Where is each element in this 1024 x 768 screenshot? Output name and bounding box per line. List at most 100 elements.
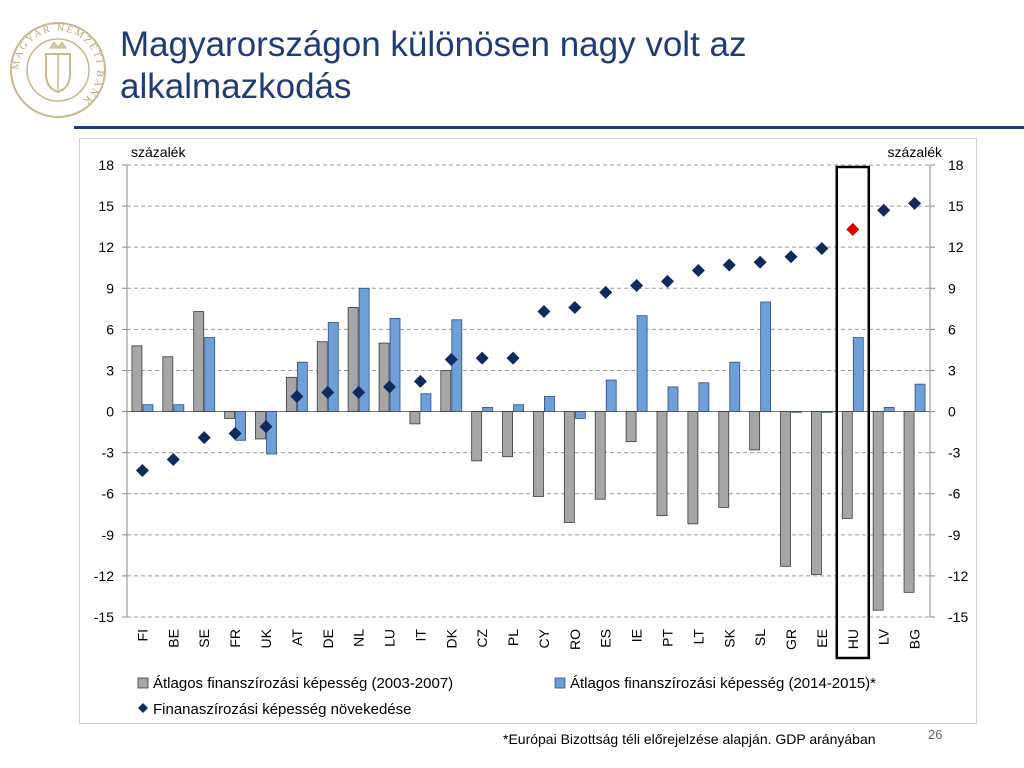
bar-2014-2015: [235, 411, 246, 441]
y-tick-label-right: 6: [948, 321, 956, 337]
growth-marker: [383, 380, 397, 394]
y-axis-left: -15 -12 -9 -6 -3 0 3 6 9 12 15 18: [94, 157, 127, 625]
bar-2014-2015: [791, 411, 802, 413]
y-tick-label-left: -3: [102, 445, 115, 461]
legend-swatch-2014-2015: [554, 677, 566, 689]
bar-2003-2007: [131, 345, 143, 412]
bar-2003-2007: [903, 411, 915, 593]
x-tick-label: LU: [382, 629, 398, 647]
growth-marker: [691, 263, 705, 277]
growth-marker: [568, 300, 582, 314]
growth-marker: [537, 305, 551, 319]
growth-marker: [475, 351, 489, 365]
bar-2003-2007: [440, 370, 452, 412]
x-tick-label: LT: [690, 629, 706, 645]
legend-swatch-growth: [138, 703, 148, 713]
x-tick-label: SL: [752, 629, 768, 646]
bar-2014-2015: [327, 322, 339, 412]
x-axis-labels: FI BE SE FR UK AT DE NL LU IT DK CZ PL CY RO ES IE PT LT SK…: [134, 628, 922, 650]
x-tick-label: IE: [629, 629, 645, 642]
bar-series: [131, 287, 926, 611]
legend-label-2003-2007: Átlagos finanszírozási képesség (2003-20…: [153, 675, 453, 692]
x-tick-label: DK: [443, 628, 459, 648]
x-tick-label: BE: [165, 629, 181, 648]
y-tick-label-right: -9: [948, 527, 961, 543]
y-tick-label-right: 3: [948, 362, 956, 378]
bar-2003-2007: [780, 411, 791, 567]
growth-marker: [630, 279, 644, 293]
x-tick-label: PL: [505, 629, 521, 646]
x-tick-label: ES: [598, 629, 614, 648]
bar-2014-2015: [296, 361, 308, 412]
y-tick-label-left: -15: [94, 609, 114, 625]
growth-marker: [722, 258, 736, 272]
y-tick-label-right: 18: [948, 157, 964, 173]
y-tick-label-left: 9: [106, 280, 114, 296]
growth-marker: [321, 385, 335, 399]
growth-marker: [228, 426, 242, 440]
bar-2014-2015: [358, 287, 370, 412]
bar-2014-2015: [544, 396, 555, 412]
bar-2003-2007: [316, 341, 328, 412]
bar-2014-2015: [636, 315, 648, 412]
bar-2003-2007: [811, 411, 822, 575]
y-tick-label-left: -9: [102, 527, 115, 543]
growth-marker: [290, 389, 304, 403]
bar-2014-2015: [266, 411, 277, 455]
legend: Átlagos finanszírozási képesség (2003-20…: [137, 675, 876, 718]
x-tick-label: PT: [659, 629, 675, 647]
page-number: 26: [928, 727, 943, 742]
growth-marker: [259, 420, 273, 434]
bar-2003-2007: [563, 411, 575, 523]
bar-2003-2007: [378, 342, 390, 412]
bar-2014-2015: [914, 383, 926, 412]
bar-2014-2015: [883, 407, 895, 412]
growth-marker: [877, 203, 891, 217]
bar-2014-2015: [420, 393, 432, 412]
x-tick-label: DE: [320, 629, 336, 648]
y-tick-label-right: 15: [948, 198, 964, 214]
y-tick-label-right: 9: [948, 280, 956, 296]
growth-marker: [846, 222, 860, 236]
x-tick-label: RO: [567, 629, 583, 650]
bar-2003-2007: [162, 356, 174, 412]
bar-2014-2015: [852, 337, 864, 412]
y-tick-label-left: 18: [98, 157, 114, 173]
highlight-box-group: [835, 165, 871, 660]
growth-marker: [166, 452, 180, 466]
y-unit-right: százalék: [888, 144, 943, 160]
x-tick-label: HU: [845, 629, 861, 649]
bar-2014-2015: [451, 319, 463, 412]
y-tick-label-left: 0: [106, 404, 114, 420]
x-tick-label: CZ: [474, 629, 490, 648]
x-tick-label: UK: [258, 628, 274, 648]
x-tick-label: SE: [196, 629, 212, 648]
bar-2014-2015: [822, 411, 833, 413]
bar-2014-2015: [142, 404, 154, 412]
title-line-1: Magyarországon különösen nagy volt az: [120, 25, 747, 64]
x-tick-label: LV: [876, 628, 892, 645]
x-tick-label: NL: [351, 629, 367, 647]
y-tick-label-left: 12: [98, 239, 114, 255]
bar-2003-2007: [656, 411, 668, 517]
legend-swatch-2003-2007: [137, 677, 149, 689]
bar-2014-2015: [760, 301, 772, 412]
x-tick-label: IT: [412, 629, 428, 642]
legend-label-growth: Finanaszírozási képesség növekedése: [153, 701, 412, 718]
growth-marker: [413, 374, 427, 388]
slide-title: Magyarországon különösen nagy volt az al…: [120, 24, 1000, 108]
growth-marker: [784, 250, 798, 264]
y-tick-label-left: 3: [106, 362, 114, 378]
growth-marker: [753, 255, 767, 269]
bar-2003-2007: [502, 411, 513, 458]
bar-2014-2015: [698, 382, 710, 412]
growth-marker: [352, 385, 366, 399]
x-tick-label: CY: [536, 628, 552, 648]
growth-marker: [135, 463, 149, 477]
bar-2003-2007: [347, 307, 359, 412]
y-tick-label-right: -15: [948, 609, 968, 625]
growth-marker: [444, 352, 458, 366]
growth-marker: [908, 196, 922, 210]
y-tick-label-left: -6: [102, 486, 115, 502]
